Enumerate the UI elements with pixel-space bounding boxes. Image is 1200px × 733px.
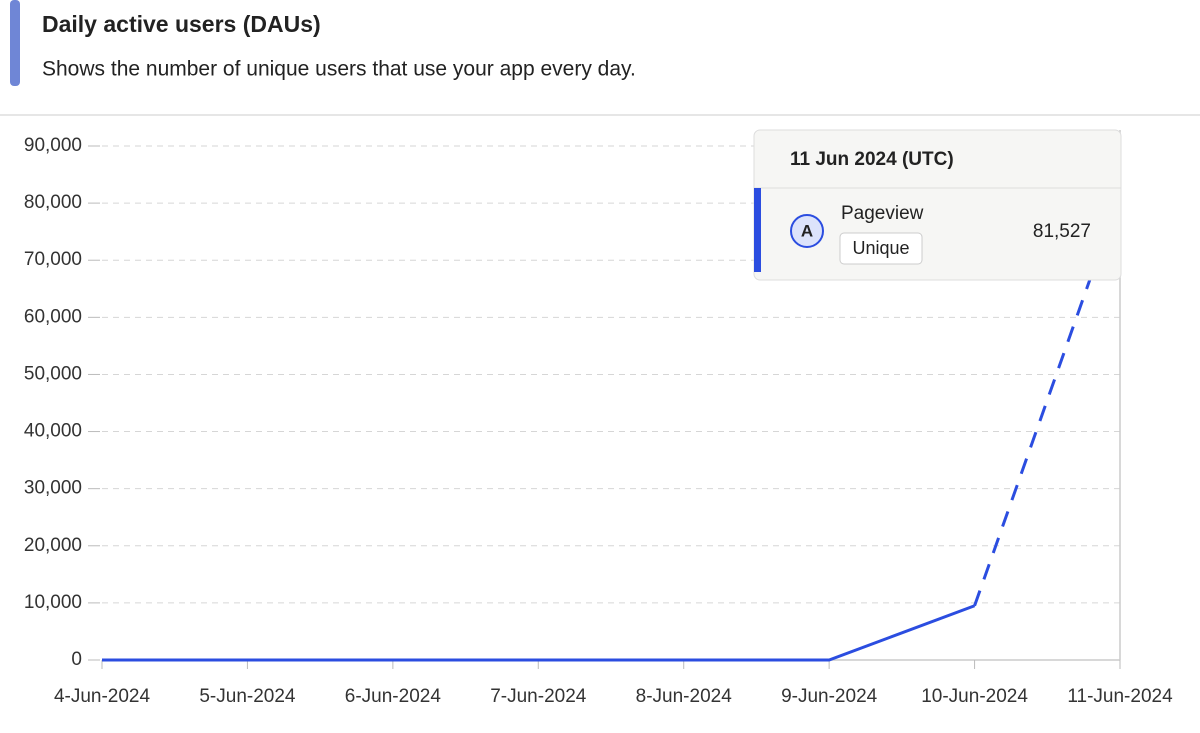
y-tick-label: 20,000 xyxy=(24,535,82,556)
badge: A xyxy=(801,221,813,240)
y-tick-label: 30,000 xyxy=(24,478,82,499)
tooltip: 11 Jun 2024 (UTC) A Pageview Unique 81,5… xyxy=(753,129,1122,281)
x-tick-label: 8-Jun-2024 xyxy=(636,686,733,707)
chart-subtitle: Shows the number of unique users that us… xyxy=(42,58,636,81)
measure-chip xyxy=(839,232,923,265)
x-tick-label: 4-Jun-2024 xyxy=(54,686,151,707)
y-tick-label: 0 xyxy=(71,649,82,670)
chart-title: Daily active users (DAUs) xyxy=(42,11,321,37)
tooltip-title: 11 Jun 2024 (UTC) xyxy=(790,149,954,170)
badge-circle xyxy=(790,214,824,248)
y-tick-label: 60,000 xyxy=(24,306,82,327)
x-tick-label: 11-Jun-2024 xyxy=(1067,686,1173,707)
plot: 0 10,000 20,000 30,000 40,000 50,000 60,000 70,… xyxy=(24,130,1173,707)
y-tick-label: 10,000 xyxy=(24,592,82,613)
y-tick-label: 70,000 xyxy=(24,249,82,270)
tooltip-value: 81,527 xyxy=(1033,221,1091,242)
x-tick-label: 9-Jun-2024 xyxy=(781,686,878,707)
x-tick-label: 5-Jun-2024 xyxy=(199,686,296,707)
tooltip-accent xyxy=(754,188,761,272)
y-tick-label: 80,000 xyxy=(24,192,82,213)
x-tick-label: 10-Jun-2024 xyxy=(921,686,1028,707)
y-tick-label: 90,000 xyxy=(24,135,82,156)
y-tick-label: 50,000 xyxy=(24,363,82,384)
y-tick-label: 40,000 xyxy=(24,421,82,442)
header-accent xyxy=(10,0,20,86)
measure: Unique xyxy=(852,238,909,258)
event-name: Pageview xyxy=(841,203,924,224)
line xyxy=(102,604,976,662)
x-tick-label: 7-Jun-2024 xyxy=(490,686,587,707)
x-tick-label: 6-Jun-2024 xyxy=(345,686,442,707)
